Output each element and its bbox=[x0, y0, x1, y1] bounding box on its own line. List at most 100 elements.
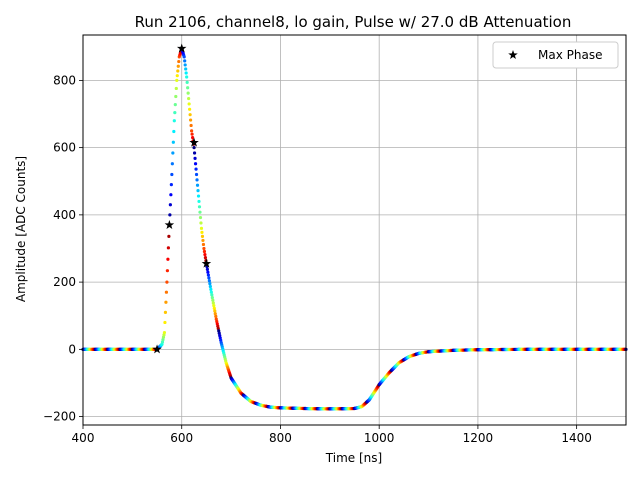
waveform-point bbox=[175, 78, 179, 82]
waveform-point bbox=[190, 132, 194, 136]
waveform-point bbox=[187, 102, 191, 106]
waveform-point bbox=[182, 55, 186, 59]
waveform-point bbox=[186, 86, 190, 90]
data-layer bbox=[81, 46, 628, 411]
waveform-point bbox=[168, 203, 172, 207]
waveform-point bbox=[171, 140, 175, 144]
legend-star-shape bbox=[508, 50, 518, 60]
x-axis-label: Time [ns] bbox=[325, 451, 382, 465]
max-phase-markers bbox=[152, 43, 212, 354]
waveform-point bbox=[194, 172, 199, 177]
waveform-point bbox=[193, 162, 198, 166]
waveform-point bbox=[189, 123, 193, 128]
waveform-point bbox=[186, 91, 190, 95]
waveform-point bbox=[183, 63, 187, 67]
x-tick-label: 600 bbox=[170, 431, 193, 445]
waveform-point bbox=[184, 71, 188, 75]
waveform-point bbox=[210, 295, 214, 300]
waveform-point bbox=[201, 238, 205, 243]
tick-layer: 400 600 800 1000 1200 1400 −200 0 200 400 600 800 bbox=[43, 73, 592, 445]
waveform-point bbox=[209, 290, 213, 294]
waveform-point bbox=[177, 59, 181, 64]
waveform-point bbox=[199, 226, 204, 230]
y-axis-label: Amplitude [ADC Counts] bbox=[14, 156, 28, 302]
waveform-point bbox=[163, 310, 168, 314]
x-tick-label: 1400 bbox=[561, 431, 592, 445]
waveform-point bbox=[175, 74, 179, 78]
waveform-point bbox=[183, 59, 187, 63]
waveform-point bbox=[202, 246, 206, 251]
waveform-point bbox=[197, 205, 202, 209]
waveform-point bbox=[213, 309, 217, 313]
waveform-point bbox=[207, 279, 211, 283]
waveform-point bbox=[166, 246, 170, 250]
waveform-point bbox=[200, 230, 204, 234]
waveform-point bbox=[176, 64, 180, 68]
waveform-point bbox=[170, 172, 174, 177]
waveform-point bbox=[167, 234, 171, 238]
waveform-point bbox=[212, 306, 216, 310]
waveform-point bbox=[165, 269, 170, 273]
waveform-point bbox=[172, 129, 176, 134]
waveform-point bbox=[164, 300, 168, 304]
waveform-point bbox=[198, 210, 202, 214]
waveform-point bbox=[174, 86, 178, 91]
waveform-point bbox=[185, 80, 189, 85]
waveform-point bbox=[176, 69, 180, 73]
waveform-point bbox=[195, 178, 199, 182]
chart-title: Run 2106, channel8, lo gain, Pulse w/ 27… bbox=[135, 13, 572, 31]
waveform-point bbox=[162, 330, 167, 335]
x-tick-label: 800 bbox=[269, 431, 292, 445]
waveform-point bbox=[198, 215, 203, 220]
legend-label: Max Phase bbox=[538, 48, 602, 62]
waveform-point bbox=[196, 194, 201, 198]
waveform-point bbox=[209, 287, 213, 291]
waveform-point bbox=[203, 255, 208, 260]
waveform-point bbox=[211, 301, 215, 305]
waveform-point bbox=[192, 146, 196, 150]
waveform-point bbox=[213, 312, 217, 316]
waveform-point bbox=[195, 183, 200, 187]
waveform-point bbox=[201, 242, 206, 247]
legend-star-icon bbox=[508, 50, 518, 60]
max-phase-star bbox=[189, 137, 199, 147]
waveform-point bbox=[164, 290, 169, 294]
waveform-point bbox=[208, 282, 212, 286]
grid-layer bbox=[82, 35, 626, 425]
max-phase-star bbox=[201, 258, 212, 268]
waveform-point bbox=[211, 298, 215, 302]
waveform-point bbox=[187, 96, 191, 101]
waveform-point bbox=[172, 119, 176, 123]
waveform-point bbox=[174, 94, 178, 99]
waveform-point bbox=[212, 304, 216, 308]
waveform-point bbox=[208, 284, 212, 289]
waveform-point bbox=[173, 111, 177, 115]
waveform-point bbox=[190, 135, 195, 140]
waveform-point bbox=[166, 257, 170, 261]
waveform-point bbox=[214, 314, 218, 319]
waveform-point bbox=[184, 67, 188, 71]
waveform-point bbox=[197, 199, 201, 204]
y-tick-label: −200 bbox=[43, 410, 76, 424]
x-tick-label: 1200 bbox=[463, 431, 494, 445]
waveform-point bbox=[205, 267, 209, 271]
y-tick-label: 800 bbox=[53, 73, 76, 87]
x-tick-label: 400 bbox=[72, 431, 95, 445]
y-tick-label: 600 bbox=[53, 141, 76, 155]
waveform-point bbox=[192, 151, 197, 155]
waveform-point bbox=[163, 320, 167, 325]
waveform-point bbox=[188, 107, 192, 111]
waveform-point bbox=[207, 276, 211, 280]
waveform-point bbox=[206, 270, 210, 274]
legend: Max Phase bbox=[492, 41, 619, 69]
max-phase-star bbox=[152, 344, 162, 354]
waveform-point bbox=[199, 221, 203, 225]
waveform-point bbox=[169, 183, 173, 187]
waveform-point bbox=[165, 280, 169, 284]
waveform-point bbox=[188, 113, 192, 117]
y-tick-label: 200 bbox=[53, 275, 76, 289]
plot-frame bbox=[82, 34, 627, 426]
waveform-point bbox=[196, 189, 200, 193]
